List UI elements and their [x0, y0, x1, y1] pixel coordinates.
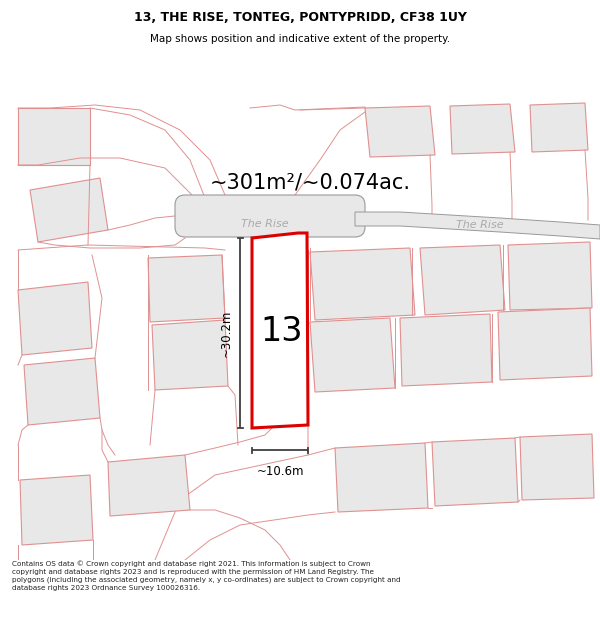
Text: The Rise: The Rise [456, 220, 504, 230]
Polygon shape [20, 475, 93, 545]
Polygon shape [24, 358, 100, 425]
Polygon shape [498, 308, 592, 380]
Polygon shape [335, 443, 428, 512]
Polygon shape [530, 103, 588, 152]
Polygon shape [355, 212, 600, 239]
Text: ~10.6m: ~10.6m [256, 465, 304, 478]
Text: Map shows position and indicative extent of the property.: Map shows position and indicative extent… [150, 34, 450, 44]
Text: ~30.2m: ~30.2m [220, 309, 233, 357]
Polygon shape [18, 282, 92, 355]
Polygon shape [152, 320, 228, 390]
Text: ~301m²/~0.074ac.: ~301m²/~0.074ac. [209, 172, 410, 192]
Polygon shape [148, 255, 225, 322]
Text: The Rise: The Rise [241, 219, 289, 229]
Polygon shape [310, 318, 395, 392]
Polygon shape [432, 438, 518, 506]
Polygon shape [18, 108, 90, 165]
Polygon shape [30, 178, 108, 242]
Polygon shape [252, 233, 308, 428]
Text: 13, THE RISE, TONTEG, PONTYPRIDD, CF38 1UY: 13, THE RISE, TONTEG, PONTYPRIDD, CF38 1… [134, 11, 466, 24]
Text: Contains OS data © Crown copyright and database right 2021. This information is : Contains OS data © Crown copyright and d… [12, 560, 401, 591]
Polygon shape [508, 242, 592, 310]
Polygon shape [365, 106, 435, 157]
Polygon shape [310, 248, 415, 320]
Polygon shape [420, 245, 505, 315]
Polygon shape [450, 104, 515, 154]
Polygon shape [400, 314, 492, 386]
Polygon shape [520, 434, 594, 500]
Polygon shape [108, 455, 190, 516]
Text: 13: 13 [261, 315, 303, 348]
FancyBboxPatch shape [175, 195, 365, 237]
